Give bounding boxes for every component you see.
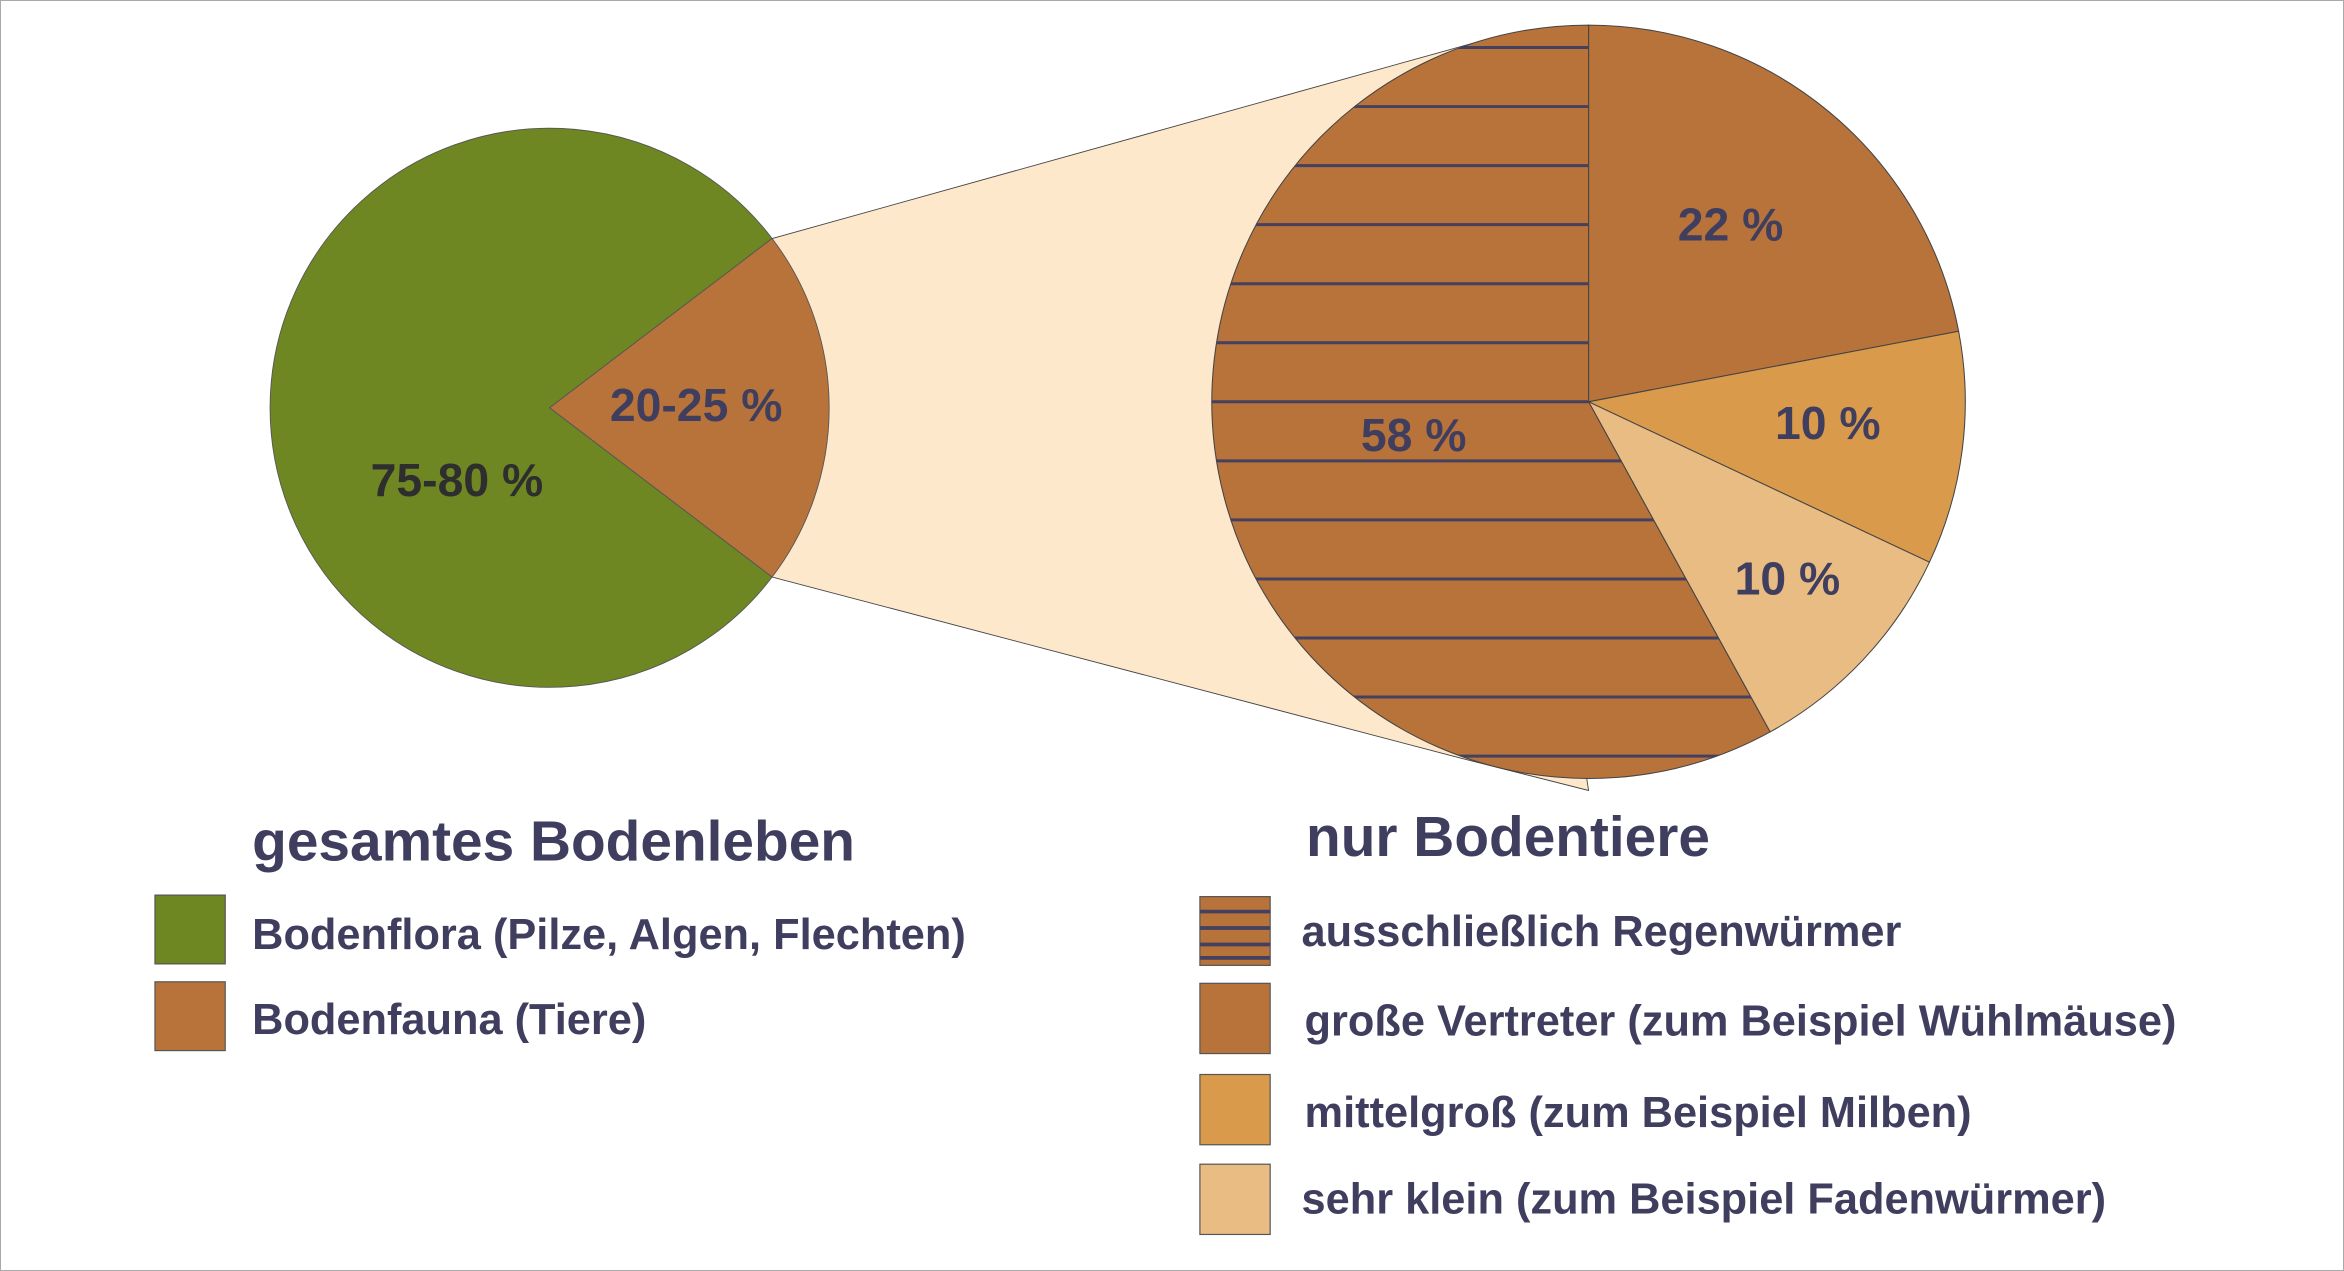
label-medium: 10 % <box>1775 397 1881 449</box>
legend-swatch-small <box>1199 1163 1271 1236</box>
legend-right-title: nur Bodentiere <box>1306 806 1710 869</box>
legend-item-small: sehr klein (zum Beispiel Fadenwürmer) <box>1302 1176 2106 1224</box>
legend-item-fauna: Bodenfauna (Tiere) <box>252 996 646 1044</box>
legend-swatch-medium <box>1199 1073 1271 1146</box>
legend-swatch-large <box>1199 982 1271 1055</box>
label-flora: 75-80 % <box>371 454 544 506</box>
legend-item-flora: Bodenflora (Pilze, Algen, Flechten) <box>252 911 966 959</box>
legend-left-title: gesamtes Bodenleben <box>252 811 855 874</box>
slice-large <box>1588 24 1960 403</box>
label-fauna: 20-25 % <box>610 379 783 431</box>
slice-fauna <box>548 237 830 578</box>
left-pie <box>269 127 830 688</box>
legend-item-medium: mittelgroß (zum Beispiel Milben) <box>1305 1089 1972 1137</box>
slice-small <box>1587 400 1931 733</box>
legend-swatch-flora <box>154 894 226 965</box>
legend-swatch-earthworms <box>1199 896 1271 966</box>
slice-medium <box>1586 330 1966 563</box>
legend-swatch-fauna <box>154 981 226 1052</box>
label-small: 10 % <box>1735 553 1841 605</box>
label-large: 22 % <box>1678 198 1784 250</box>
legend-item-earthworms: ausschließlich Regenwürmer <box>1302 908 1902 956</box>
slice-flora <box>269 127 773 688</box>
right-pie <box>1211 24 1966 780</box>
legend-item-large: große Vertreter (zum Beispiel Wühlmäuse) <box>1305 998 2177 1046</box>
label-earthworms: 58 % <box>1361 409 1467 461</box>
